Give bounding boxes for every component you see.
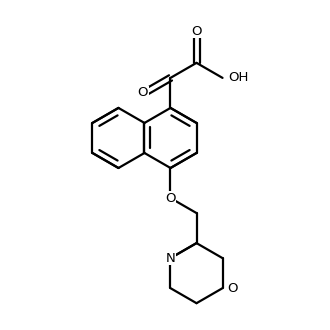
Text: N: N [166, 252, 175, 265]
Text: O: O [138, 86, 148, 99]
Text: OH: OH [228, 71, 248, 84]
Text: O: O [227, 282, 238, 295]
Text: O: O [165, 191, 176, 205]
Text: O: O [191, 25, 202, 38]
